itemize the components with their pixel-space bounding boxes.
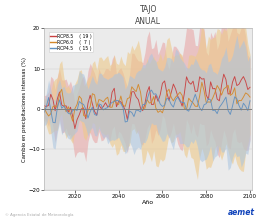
Y-axis label: Cambio en precipitaciones intensas (%): Cambio en precipitaciones intensas (%) [22, 56, 27, 162]
X-axis label: Año: Año [142, 200, 154, 205]
Legend: RCP8.5    ( 19 ), RCP6.0    (  7 ), RCP4.5    ( 15 ): RCP8.5 ( 19 ), RCP6.0 ( 7 ), RCP4.5 ( 15… [49, 32, 93, 52]
Title: TAJO
ANUAL: TAJO ANUAL [135, 5, 161, 26]
Text: © Agencia Estatal de Meteorología: © Agencia Estatal de Meteorología [5, 213, 74, 217]
Text: aemet: aemet [228, 208, 255, 217]
